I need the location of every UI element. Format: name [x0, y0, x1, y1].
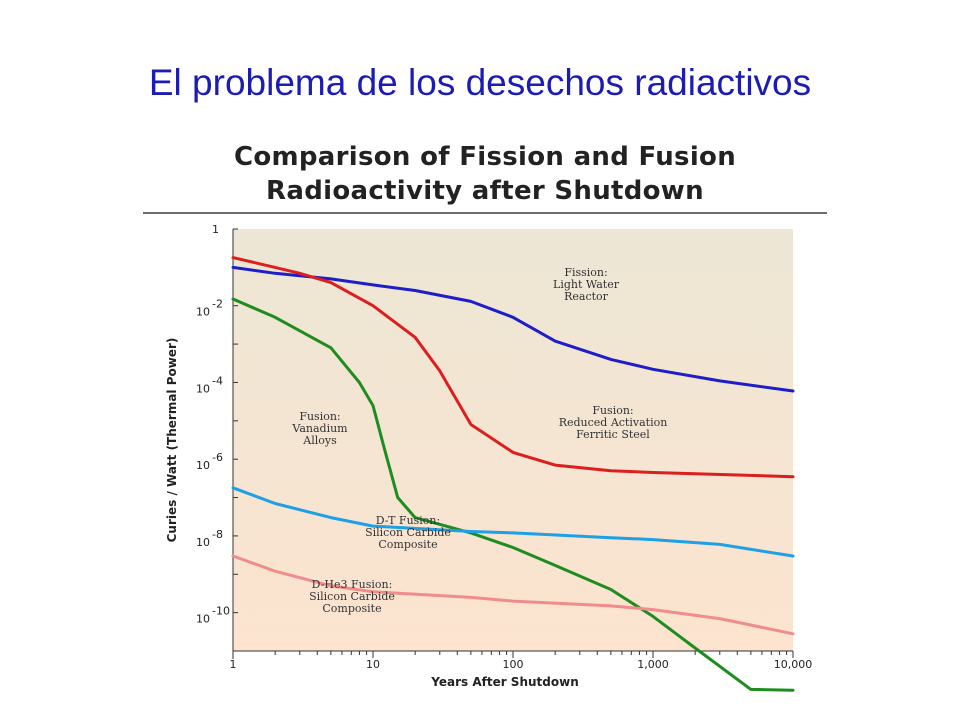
- axis-labels: Years After Shutdown Curies / Watt (Therm…: [165, 338, 579, 689]
- series-annotation-1: Ferritic Steel: [576, 428, 650, 441]
- series-line-4: [231, 554, 795, 636]
- y-tick-label: 10: [196, 306, 210, 319]
- series-line-1: [231, 256, 795, 479]
- y-tick-exponent: -8: [212, 528, 223, 541]
- x-tick-label: 10: [366, 658, 380, 671]
- series-annotation-2: Vanadium: [291, 422, 348, 435]
- series-annotation-0: Fission:: [564, 266, 607, 279]
- series-annotation-3: D-T Fusion:: [376, 514, 440, 527]
- x-tick-label: 10,000: [774, 658, 813, 671]
- series-annotations: Fission:Light WaterReactorFusion:Reduced…: [291, 266, 667, 615]
- x-tick-label: 1: [230, 658, 237, 671]
- y-tick-label: 10: [196, 382, 210, 395]
- chart-title: Comparison of Fission and Fusion Radioac…: [140, 140, 830, 208]
- series-annotation-2: Fusion:: [299, 410, 340, 423]
- y-tick-label: 10: [196, 459, 210, 472]
- y-tick-exponent: -4: [212, 374, 223, 387]
- series-annotation-0: Light Water: [553, 278, 620, 291]
- series-annotation-4: D-He3 Fusion:: [312, 578, 393, 591]
- y-tick-label: 1: [212, 223, 219, 236]
- title-divider: [143, 212, 827, 214]
- y-tick-exponent: -10: [212, 605, 230, 618]
- plot-area: [233, 229, 793, 651]
- series-line-2: [231, 297, 795, 692]
- series-annotation-3: Silicon Carbide: [365, 526, 451, 539]
- y-tick-label: 10: [196, 536, 210, 549]
- series-annotation-2: Alloys: [302, 434, 337, 447]
- series-lines: [231, 256, 795, 692]
- slide-title: El problema de los desechos radiactivos: [148, 62, 812, 103]
- x-tick-label: 100: [503, 658, 524, 671]
- series-annotation-3: Composite: [378, 538, 437, 551]
- y-tick-label: 10: [196, 613, 210, 626]
- chart-title-line-2: Radioactivity after Shutdown: [266, 176, 704, 206]
- x-tick-label: 1,000: [637, 658, 669, 671]
- chart-title-line-1: Comparison of Fission and Fusion: [233, 142, 737, 172]
- y-axis-label: Curies / Watt (Thermal Power): [165, 338, 179, 543]
- x-axis-label: Years After Shutdown: [430, 675, 578, 689]
- y-tick-exponent: -2: [212, 298, 223, 311]
- series-annotation-1: Reduced Activation: [559, 416, 668, 429]
- series-annotation-1: Fusion:: [592, 404, 633, 417]
- series-annotation-0: Reactor: [564, 290, 609, 303]
- series-line-0: [231, 265, 795, 393]
- series-annotation-4: Silicon Carbide: [309, 590, 395, 603]
- series-line-3: [231, 486, 795, 558]
- series-annotation-4: Composite: [322, 602, 381, 615]
- y-tick-exponent: -6: [212, 451, 223, 464]
